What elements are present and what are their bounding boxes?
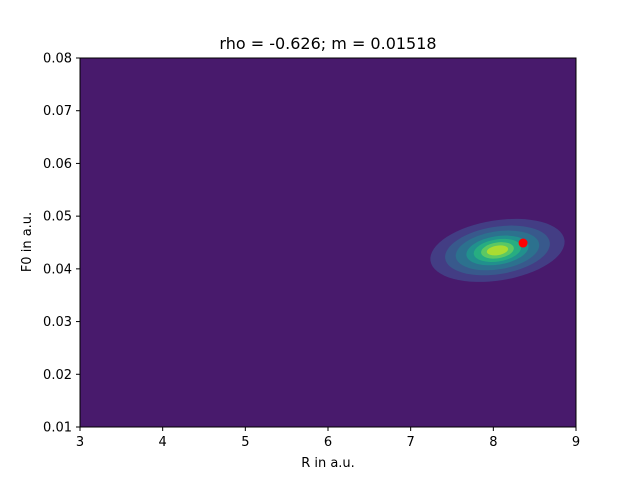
x-tick-label: 4 [159, 435, 167, 450]
x-tick-label: 9 [572, 435, 580, 450]
y-tick-label: 0.03 [43, 315, 72, 330]
y-axis-label: F0 in a.u. [20, 212, 35, 272]
y-tick-label: 0.06 [43, 157, 72, 172]
chart-title: rho = -0.626; m = 0.01518 [219, 34, 436, 53]
x-tick-label: 5 [241, 435, 249, 450]
x-axis: 3 4 5 6 7 8 9 [76, 427, 580, 450]
y-tick-label: 0.02 [43, 368, 72, 383]
x-tick-label: 8 [489, 435, 497, 450]
y-tick-label: 0.08 [43, 52, 72, 67]
y-tick-label: 0.07 [43, 104, 72, 119]
contour-level-7 [486, 245, 509, 256]
data-point-marker [518, 238, 528, 248]
y-tick-label: 0.05 [43, 210, 72, 225]
y-tick-label: 0.04 [43, 262, 72, 277]
x-tick-label: 6 [324, 435, 332, 450]
x-tick-label: 3 [76, 435, 84, 450]
x-tick-label: 7 [407, 435, 415, 450]
x-axis-label: R in a.u. [301, 456, 355, 471]
y-axis: 0.01 0.02 0.03 0.04 0.05 0.06 0.07 0.08 [43, 52, 80, 436]
contour-fills [430, 218, 565, 282]
y-tick-label: 0.01 [43, 421, 72, 436]
